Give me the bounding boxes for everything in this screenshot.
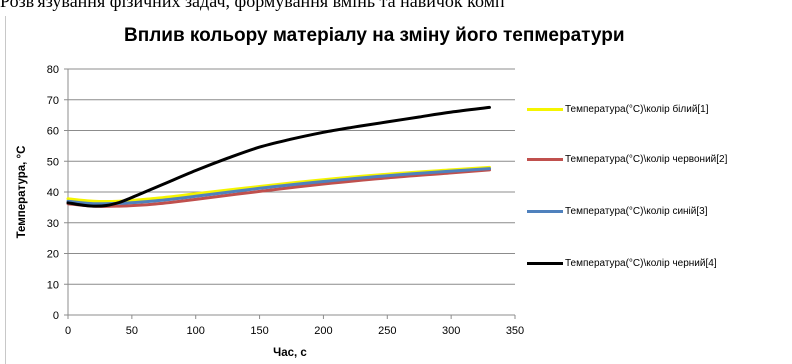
y-tick-label: 70 [47, 95, 59, 107]
legend-item: Температура(°С)\колір синій[3] [527, 204, 708, 218]
x-tick-label: 350 [506, 325, 524, 337]
y-tick-label: 10 [47, 279, 59, 291]
y-tick-label: 30 [47, 218, 59, 230]
y-tick-label: 60 [47, 126, 59, 138]
legend-label: Температура(°С)\колір червоний[2] [565, 153, 728, 165]
x-tick-label: 0 [65, 325, 71, 337]
x-tick-label: 100 [187, 325, 205, 337]
x-tick-label: 300 [442, 325, 460, 337]
y-tick-label: 40 [47, 187, 59, 199]
chart-title: Вплив кольору матеріалу на зміну його те… [124, 25, 625, 46]
y-tick-label: 50 [47, 156, 59, 168]
frame-border [5, 16, 6, 364]
series-line [66, 168, 491, 208]
legend-item: Температура(°С)\колір черний[4] [527, 256, 717, 270]
y-axis-title: Температура, °С [16, 146, 28, 239]
document-text-line: Розв'язування фізичних задач, формування… [0, 0, 505, 11]
document-text-fragment: Розв'язування фізичних задач, формування… [0, 0, 792, 12]
y-tick-label: 20 [47, 249, 59, 261]
x-tick-label: 50 [126, 325, 138, 337]
legend-swatch [527, 261, 563, 265]
y-tick-label: 0 [53, 310, 59, 322]
legend-swatch [527, 157, 563, 161]
legend-label: Температура(°С)\колір черний[4] [565, 257, 717, 269]
series-line [66, 105, 491, 208]
x-tick-label: 200 [314, 325, 332, 337]
legend-item: Температура(°С)\колір білий[1] [527, 102, 709, 116]
legend-label: Температура(°С)\колір синій[3] [565, 205, 708, 217]
legend-item: Температура(°С)\колір червоний[2] [527, 152, 727, 166]
x-tick-label: 150 [250, 325, 268, 337]
legend-swatch [527, 107, 563, 111]
x-tick-label: 250 [378, 325, 396, 337]
x-axis-title: Час, с [273, 347, 307, 359]
y-tick-label: 80 [47, 64, 59, 76]
legend-label: Температура(°С)\колір білий[1] [565, 103, 709, 115]
legend-swatch [527, 209, 563, 213]
